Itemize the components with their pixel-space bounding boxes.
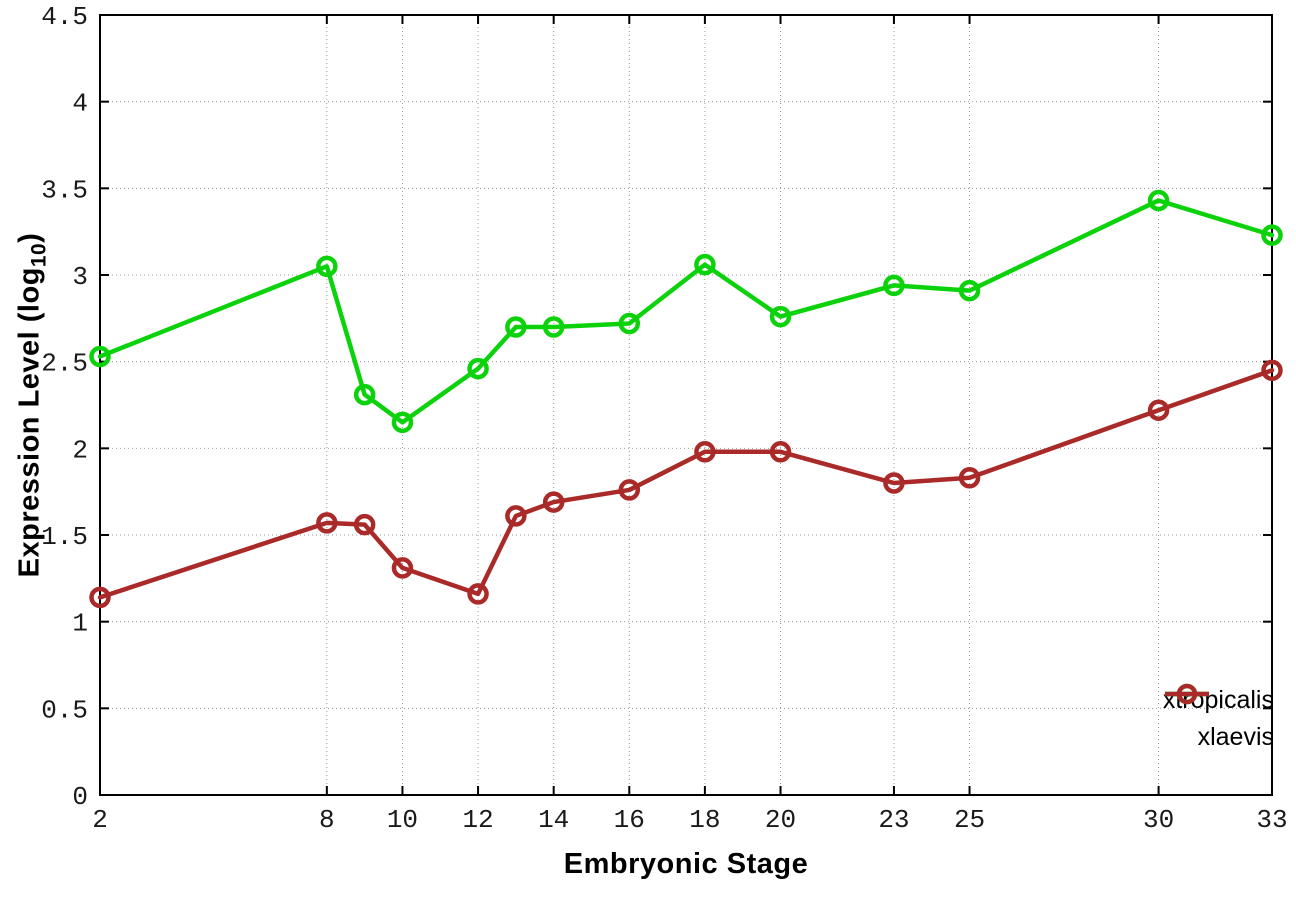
series-line-xtropicalis: [97, 198, 1275, 425]
data-point-xlaevis: [883, 472, 905, 494]
data-point-xtropicalis: [467, 357, 489, 380]
x-tick-label: 25: [954, 805, 985, 835]
plot-border: [99, 14, 1273, 796]
y-tick-label: 3.5: [41, 175, 88, 205]
data-point-xtropicalis: [505, 316, 527, 338]
data-point-xtropicalis: [391, 411, 414, 434]
data-point-xlaevis: [769, 441, 792, 463]
data-point-xtropicalis: [353, 383, 376, 406]
y-axis-title-text: Expression Level (log: [13, 267, 46, 578]
y-tick-label: 4: [72, 89, 88, 119]
data-point-xtropicalis: [316, 255, 338, 278]
data-point-xlaevis: [542, 491, 565, 513]
data-point-xtropicalis: [89, 345, 111, 368]
series-line-xlaevis: [97, 368, 1275, 600]
legend-entry-xlaevis: xlaevis: [1163, 683, 1274, 756]
y-tick-label: 0: [72, 782, 88, 812]
data-point-xlaevis: [958, 467, 981, 489]
x-tick-label: 10: [387, 805, 418, 835]
data-point-xtropicalis: [883, 274, 905, 297]
y-tick-label: 4.5: [41, 2, 88, 32]
data-point-xtropicalis: [1261, 224, 1283, 246]
legend-marker-xlaevis-icon: [1164, 683, 1209, 705]
x-tick-label: 18: [689, 805, 720, 835]
data-point-xlaevis: [1261, 359, 1283, 382]
data-point-xlaevis: [89, 586, 111, 609]
x-tick-label: 20: [765, 805, 796, 835]
data-point-xlaevis: [505, 505, 527, 527]
x-tick-label: 33: [1256, 805, 1287, 835]
data-point-xlaevis: [467, 583, 489, 605]
x-tick-label: 23: [878, 805, 909, 835]
data-point-xlaevis: [618, 479, 641, 501]
x-tick-label: 30: [1143, 805, 1174, 835]
data-point-xlaevis: [391, 557, 414, 579]
y-tick-label: 1: [72, 609, 88, 639]
x-axis-title: Embryonic Stage: [563, 848, 809, 880]
x-tick-label: 8: [319, 805, 335, 835]
y-axis-title: Expression Level (log10): [13, 232, 51, 578]
data-point-xtropicalis: [958, 279, 981, 302]
legend: xtropicalis xlaevis: [1163, 682, 1274, 756]
y-axis-title-subscript: 10: [27, 242, 51, 268]
data-point-xtropicalis: [1147, 189, 1170, 212]
legend-label-xlaevis: xlaevis: [1197, 723, 1274, 751]
y-tick-label: 2: [72, 435, 88, 465]
data-point-xtropicalis: [769, 305, 792, 328]
x-tick-label: 14: [538, 805, 569, 835]
data-point-xtropicalis: [618, 312, 641, 335]
data-point-xlaevis: [1147, 399, 1170, 421]
y-axis-title-suffix: ): [13, 232, 46, 243]
y-tick-label: 1.5: [41, 522, 88, 552]
x-tick-label: 12: [462, 805, 493, 835]
data-point-xlaevis: [316, 512, 338, 534]
y-tick-label: 3: [72, 262, 88, 292]
data-point-xtropicalis: [542, 316, 565, 338]
x-tick-label: 2: [92, 805, 108, 835]
data-point-xtropicalis: [694, 253, 716, 276]
data-point-xlaevis: [694, 441, 716, 463]
data-point-xlaevis: [353, 513, 376, 536]
x-tick-label: 16: [614, 805, 645, 835]
y-tick-label: 2.5: [41, 349, 88, 379]
y-tick-label: 0.5: [41, 695, 88, 725]
